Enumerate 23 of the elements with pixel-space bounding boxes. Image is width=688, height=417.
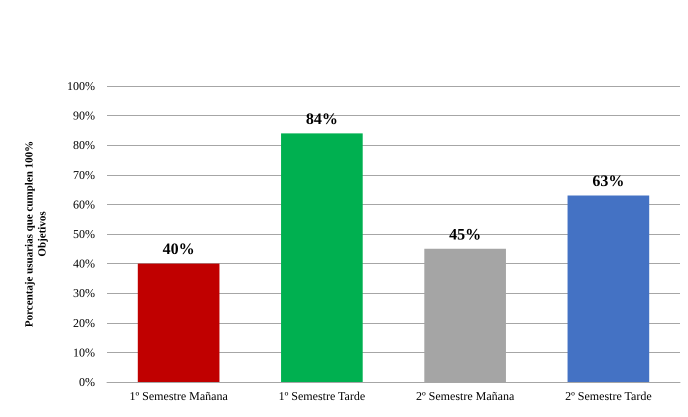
y-axis-title: Porcentaje usuarias que cumplen 100% Objetivos xyxy=(24,140,48,328)
y-tick-label: 0% xyxy=(79,375,95,389)
x-tick-label: 1º Semestre Mañana xyxy=(129,389,228,403)
y-tick-label: 80% xyxy=(73,138,95,152)
x-tick-label: 1º Semestre Tarde xyxy=(278,389,366,403)
data-label: 45% xyxy=(449,226,482,244)
bar xyxy=(568,196,650,382)
y-tick-label: 10% xyxy=(73,345,95,360)
y-tick-label: 50% xyxy=(73,227,95,241)
bar xyxy=(138,264,220,382)
y-tick-label: 30% xyxy=(73,286,95,300)
y-tick-label: 100% xyxy=(67,79,95,93)
y-tick-label: 90% xyxy=(73,108,95,123)
data-label: 84% xyxy=(306,110,338,128)
data-label: 63% xyxy=(592,173,624,190)
y-tick-label: 40% xyxy=(73,256,95,271)
x-tick-label: 2º Semestre Tarde xyxy=(565,389,652,403)
y-tick-label: 60% xyxy=(73,197,95,212)
x-tick-label: 2º Semestre Mañana xyxy=(416,389,515,403)
y-tick-label: 70% xyxy=(73,168,95,182)
bar xyxy=(281,133,363,382)
y-tick-label: 20% xyxy=(73,316,95,330)
data-label: 40% xyxy=(162,241,195,258)
